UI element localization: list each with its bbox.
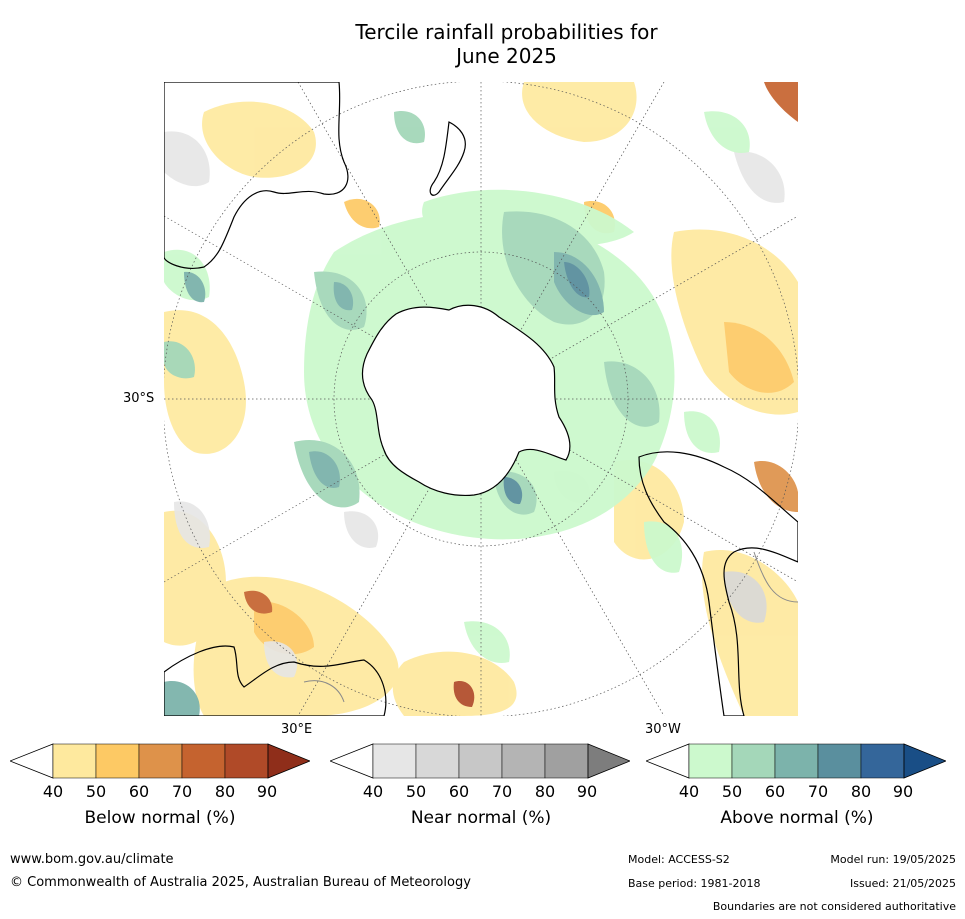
footer-copyright: © Commonwealth of Australia 2025, Austra…	[10, 875, 471, 890]
footer-model: Model: ACCESS-S2	[628, 853, 730, 866]
longitude-label-west: 30°W	[645, 722, 681, 737]
africa-coastline	[164, 645, 387, 716]
tick-label: 70	[171, 782, 193, 801]
map-title: Tercile rainfall probabilities for June …	[0, 20, 965, 68]
colorbar-swatch	[774, 743, 819, 779]
longitude-label-east: 30°E	[281, 722, 313, 737]
colorbar-near-normal-label: Near normal (%)	[410, 808, 552, 828]
australia-coastline	[164, 82, 349, 269]
colorbar-swatch	[52, 743, 97, 779]
tick-label: 60	[448, 782, 470, 801]
antarctica-coastline	[361, 304, 571, 497]
africa-borders	[303, 680, 345, 703]
colorbar-extend-high	[903, 743, 946, 779]
colorbar-extend-high	[267, 743, 310, 779]
probability-map	[164, 82, 798, 716]
title-line-2: June 2025	[456, 44, 557, 68]
latitude-label: 30°S	[123, 391, 155, 406]
new-zealand-coastline	[429, 121, 466, 196]
tick-label: 50	[405, 782, 427, 801]
colorbar-above-normal	[646, 743, 946, 779]
tick-label: 50	[721, 782, 743, 801]
tick-label: 60	[764, 782, 786, 801]
tick-label: 90	[576, 782, 598, 801]
colorbar-swatch	[860, 743, 905, 779]
colorbar-swatch	[501, 743, 546, 779]
colorbar-extend-low	[330, 743, 374, 779]
south-america-borders	[753, 551, 798, 603]
title-line-1: Tercile rainfall probabilities for	[355, 20, 658, 44]
colorbar-near-normal	[330, 743, 630, 779]
tick-label: 60	[128, 782, 150, 801]
footer-boundaries-note: Boundaries are not considered authoritat…	[712, 900, 956, 913]
colorbar-above-normal-label: Above normal (%)	[720, 808, 874, 828]
tick-label: 50	[85, 782, 107, 801]
colorbar-near-normal-swatches	[330, 743, 630, 779]
colorbar-swatch	[138, 743, 183, 779]
colorbar-swatch	[731, 743, 776, 779]
colorbar-above-normal-swatches	[646, 743, 946, 779]
colorbar-below-normal	[10, 743, 310, 779]
colorbar-below-normal-swatches	[10, 743, 310, 779]
colorbar-swatch	[95, 743, 140, 779]
tick-label: 40	[362, 782, 384, 801]
footer-model-run: Model run: 19/05/2025	[830, 853, 956, 866]
colorbar-swatch	[458, 743, 503, 779]
colorbar-swatch	[688, 743, 733, 779]
colorbar-extend-high	[587, 743, 630, 779]
colorbar-swatch	[817, 743, 862, 779]
colorbar-extend-low	[10, 743, 54, 779]
tick-label: 80	[534, 782, 556, 801]
colorbar-swatch	[372, 743, 417, 779]
footer-base-period: Base period: 1981-2018	[628, 877, 761, 890]
tick-label: 80	[214, 782, 236, 801]
tick-label: 40	[42, 782, 64, 801]
colorbar-extend-low	[646, 743, 690, 779]
colorbar-swatch	[181, 743, 226, 779]
colorbar-below-normal-label: Below normal (%)	[84, 808, 236, 828]
tick-label: 90	[256, 782, 278, 801]
south-america-coastline	[638, 451, 798, 716]
tick-label: 90	[892, 782, 914, 801]
colorbar-swatch	[224, 743, 269, 779]
footer-url: www.bom.gov.au/climate	[10, 852, 174, 867]
tick-label: 80	[850, 782, 872, 801]
tick-label: 70	[807, 782, 829, 801]
colorbar-swatch	[544, 743, 589, 779]
tick-label: 40	[678, 782, 700, 801]
tick-label: 70	[491, 782, 513, 801]
footer-issued: Issued: 21/05/2025	[849, 877, 956, 890]
below-normal-regions	[164, 82, 798, 716]
colorbar-swatch	[415, 743, 460, 779]
